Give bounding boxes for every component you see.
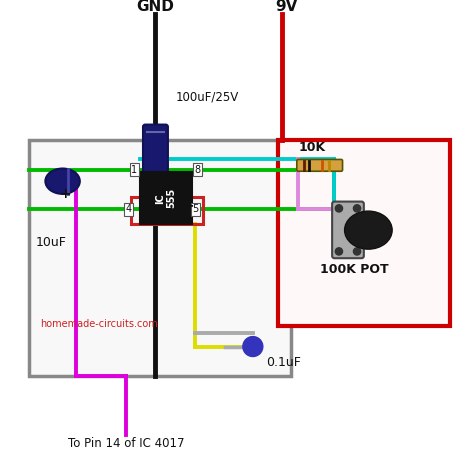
Text: homemade-circuits.com: homemade-circuits.com (40, 319, 158, 329)
Text: 10K: 10K (298, 141, 325, 154)
Text: 100K POT: 100K POT (320, 263, 389, 276)
Text: 1: 1 (131, 165, 137, 175)
Text: To Pin 14 of IC 4017: To Pin 14 of IC 4017 (68, 438, 184, 450)
Text: 100uF/25V: 100uF/25V (176, 91, 239, 104)
Circle shape (354, 205, 361, 212)
Ellipse shape (345, 211, 392, 249)
Text: 0.1uF: 0.1uF (266, 356, 301, 369)
FancyBboxPatch shape (332, 202, 364, 258)
FancyBboxPatch shape (278, 140, 450, 326)
FancyBboxPatch shape (140, 172, 191, 224)
Text: GND: GND (137, 0, 174, 14)
Ellipse shape (46, 169, 80, 194)
Text: +: + (59, 187, 71, 201)
Circle shape (335, 248, 343, 255)
FancyBboxPatch shape (143, 125, 168, 202)
FancyBboxPatch shape (28, 140, 292, 376)
Circle shape (354, 248, 361, 255)
Text: 10uF: 10uF (36, 236, 66, 249)
Text: 4: 4 (125, 204, 131, 214)
Text: +: + (182, 199, 194, 213)
FancyBboxPatch shape (297, 159, 343, 171)
Text: IC
555: IC 555 (155, 188, 176, 208)
Text: 5: 5 (192, 204, 199, 214)
Text: 9V: 9V (276, 0, 298, 14)
Circle shape (335, 205, 343, 212)
Circle shape (243, 337, 263, 357)
Text: 8: 8 (194, 165, 200, 175)
